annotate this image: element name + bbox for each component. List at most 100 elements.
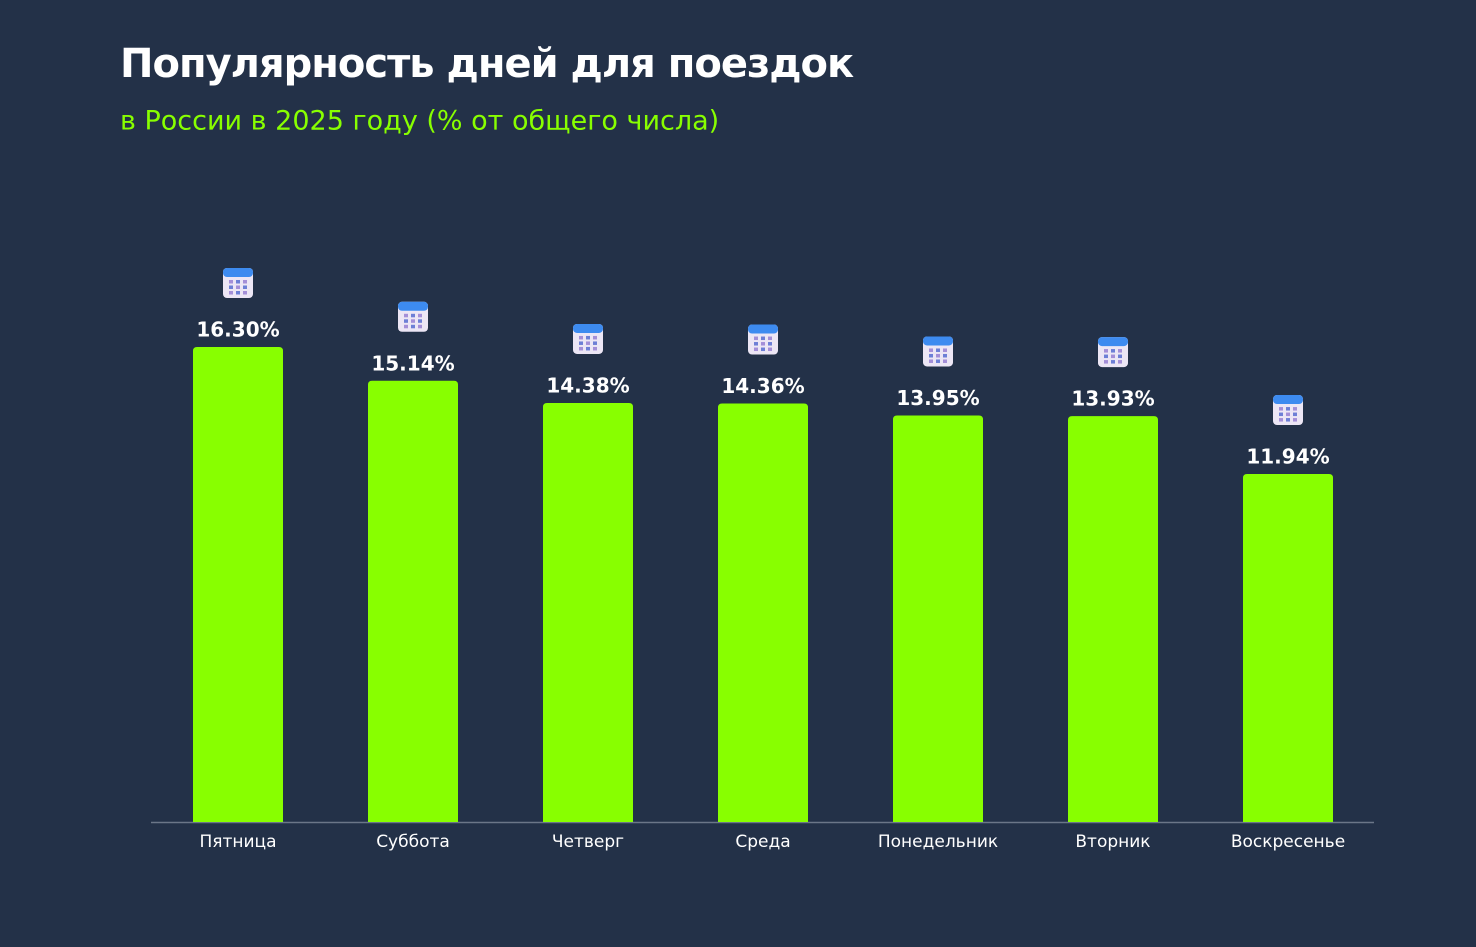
- icon-dot: [943, 353, 947, 358]
- icon-dot: [579, 335, 583, 340]
- icon-dot: [586, 335, 590, 340]
- icon-dot: [418, 324, 422, 329]
- value-label: 11.94%: [1246, 445, 1329, 469]
- icon-dot: [243, 280, 247, 284]
- icon-dot: [943, 348, 947, 352]
- icon-dot: [236, 285, 240, 289]
- x-tick-label: Вторник: [1075, 832, 1150, 852]
- icon-dot: [1279, 407, 1283, 411]
- x-tick-label: Понедельник: [878, 832, 998, 852]
- bar: [893, 415, 983, 822]
- value-label: 15.14%: [371, 351, 454, 375]
- icon-dot: [229, 285, 233, 289]
- icon-dot: [754, 342, 758, 346]
- icon-dot: [1118, 354, 1122, 359]
- icon-dot: [768, 347, 772, 352]
- bar: [368, 380, 458, 822]
- icon-dot: [1118, 349, 1122, 353]
- icon-dot: [411, 324, 415, 329]
- icon-dot: [1279, 418, 1283, 422]
- icon-dot: [593, 341, 597, 345]
- icon-dot: [1104, 354, 1108, 359]
- icon-dot: [761, 347, 765, 352]
- calendar-icon: [223, 268, 253, 298]
- icon-dot: [1286, 407, 1290, 411]
- chart-subtitle: в России в 2025 году (% от общего числа): [120, 106, 719, 137]
- icon-dot: [936, 353, 940, 358]
- icon-header: [573, 323, 603, 333]
- icon-dot: [768, 342, 772, 346]
- icon-header: [1098, 337, 1128, 347]
- x-tick-label: Среда: [735, 832, 790, 852]
- icon-dot: [761, 342, 765, 346]
- calendar-icon: [748, 324, 778, 355]
- value-label: 13.93%: [1071, 387, 1154, 411]
- icon-header: [398, 301, 428, 311]
- icon-dot: [936, 359, 940, 363]
- icon-dot: [1118, 360, 1122, 364]
- icon-dot: [243, 291, 247, 295]
- chart-title: Популярность дней для поездок: [120, 41, 854, 87]
- icon-dot: [593, 335, 597, 340]
- icon-dot: [1111, 354, 1115, 359]
- calendar-icon: [398, 301, 428, 332]
- calendar-icon: [573, 323, 603, 354]
- bar: [193, 347, 283, 822]
- x-tick-label: Четверг: [552, 832, 624, 852]
- icon-dot: [768, 336, 772, 341]
- bar: [543, 402, 633, 822]
- icon-dot: [229, 291, 233, 295]
- icon-dot: [404, 319, 408, 323]
- icon-dot: [1104, 349, 1108, 353]
- icon-dot: [243, 285, 247, 289]
- calendar-icon: [923, 336, 953, 367]
- icon-dot: [1286, 418, 1290, 422]
- icon-dot: [586, 346, 590, 351]
- value-label: 14.38%: [546, 373, 629, 397]
- icon-header: [923, 336, 953, 346]
- icon-dot: [754, 347, 758, 352]
- bar: [718, 403, 808, 822]
- icon-dot: [929, 353, 933, 358]
- icon-dot: [936, 348, 940, 352]
- icon-dot: [411, 313, 415, 318]
- icon-dot: [1293, 407, 1297, 411]
- icon-dot: [418, 319, 422, 323]
- icon-header: [1273, 395, 1303, 405]
- x-tick-label: Суббота: [376, 832, 450, 852]
- icon-dot: [236, 291, 240, 295]
- x-tick-label: Воскресенье: [1231, 832, 1345, 852]
- value-label: 13.95%: [896, 386, 979, 410]
- icon-header: [223, 268, 253, 277]
- icon-dot: [1111, 349, 1115, 353]
- icon-dot: [1293, 412, 1297, 417]
- bar: [1068, 416, 1158, 822]
- calendar-icon: [1273, 395, 1303, 426]
- icon-dot: [404, 324, 408, 329]
- icon-dot: [411, 319, 415, 323]
- icon-header: [748, 324, 778, 334]
- value-label: 16.30%: [196, 318, 279, 342]
- icon-dot: [754, 336, 758, 341]
- icon-dot: [236, 280, 240, 284]
- icon-dot: [579, 341, 583, 345]
- icon-dot: [579, 346, 583, 351]
- bar: [1243, 474, 1333, 822]
- icon-dot: [1279, 412, 1283, 417]
- icon-dot: [586, 341, 590, 345]
- icon-dot: [943, 359, 947, 363]
- icon-dot: [761, 336, 765, 341]
- icon-dot: [593, 346, 597, 351]
- icon-dot: [418, 313, 422, 318]
- icon-dot: [404, 313, 408, 318]
- icon-dot: [929, 359, 933, 363]
- icon-dot: [1293, 418, 1297, 422]
- value-label: 14.36%: [721, 374, 804, 398]
- icon-dot: [1111, 360, 1115, 364]
- icon-dot: [929, 348, 933, 352]
- icon-dot: [1104, 360, 1108, 364]
- icon-dot: [229, 280, 233, 284]
- x-tick-label: Пятница: [199, 832, 276, 852]
